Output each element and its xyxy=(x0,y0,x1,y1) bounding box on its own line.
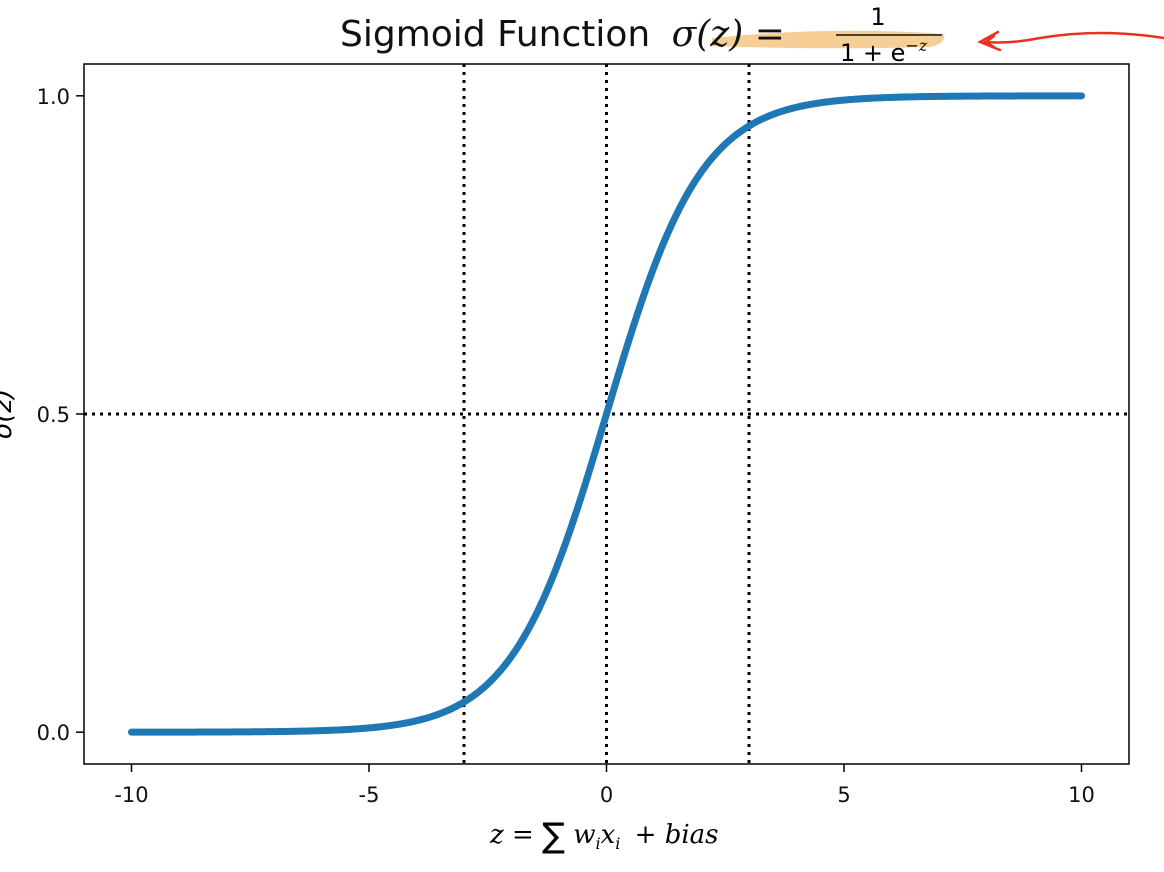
xlabel-sum: ∑ xyxy=(542,816,565,856)
y-axis-label: σ(z) xyxy=(0,389,18,439)
y-tick-label: 1.0 xyxy=(37,85,70,109)
arrow-shaft xyxy=(983,31,1164,44)
title-numerator: 1 xyxy=(870,3,885,31)
xlabel-i2: i xyxy=(615,834,620,853)
chart-title: Sigmoid Function σ(z) = xyxy=(340,14,785,55)
xlabel-x: x xyxy=(601,820,616,850)
sigmoid-curve xyxy=(128,92,1085,736)
x-tick-label: -10 xyxy=(114,783,148,807)
xlabel-i1: i xyxy=(595,834,600,853)
x-tick-label: 0 xyxy=(600,783,613,807)
y-axis-ticks: 0.0 0.5 1.0 xyxy=(37,85,84,745)
xlabel-rest: + bias xyxy=(635,820,719,850)
x-axis-label: z = ∑ wixi + bias xyxy=(489,816,719,856)
title-denominator-base: 1 + e xyxy=(840,39,905,67)
x-tick-label: 5 xyxy=(837,783,850,807)
x-axis-ticks: -10 -5 0 5 10 xyxy=(114,764,1095,807)
y-tick-label: 0.0 xyxy=(37,721,70,745)
title-exponent: −z xyxy=(905,36,927,55)
xlabel-w: w xyxy=(573,820,595,850)
arrow-head xyxy=(977,30,1002,52)
xlabel-lhs: z = xyxy=(489,820,534,850)
x-tick-label: -5 xyxy=(359,783,380,807)
y-tick-label: 0.5 xyxy=(37,403,70,427)
title-prefix: Sigmoid Function xyxy=(340,14,650,55)
x-tick-label: 10 xyxy=(1068,783,1095,807)
title-denominator: 1 + e−z xyxy=(840,36,928,67)
title-lhs: σ(z) = xyxy=(672,14,785,55)
arrow-annotation xyxy=(977,30,1164,52)
